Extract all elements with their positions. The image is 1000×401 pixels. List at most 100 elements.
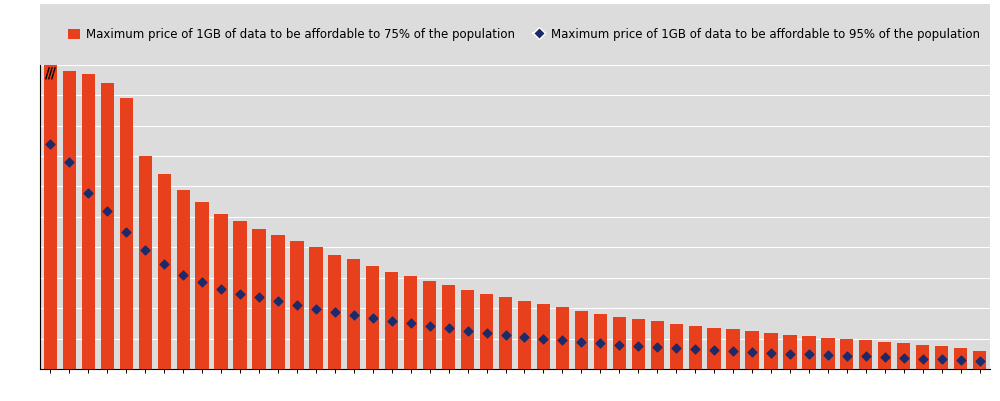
Bar: [195, 202, 209, 369]
Bar: [726, 329, 740, 369]
Bar: [783, 334, 797, 369]
Point: [592, 340, 608, 346]
Point: [763, 350, 779, 356]
Point: [61, 159, 77, 165]
Bar: [404, 276, 417, 369]
Point: [403, 320, 419, 326]
Point: [839, 352, 855, 359]
Bar: [101, 83, 114, 369]
Point: [611, 341, 627, 348]
Point: [156, 261, 172, 267]
Bar: [214, 214, 228, 369]
Point: [251, 294, 267, 301]
Point: [535, 335, 551, 342]
Point: [782, 350, 798, 357]
Point: [554, 337, 570, 343]
Bar: [594, 314, 607, 369]
Bar: [385, 271, 398, 369]
Bar: [177, 190, 190, 369]
Bar: [764, 333, 778, 369]
Bar: [290, 241, 304, 369]
Point: [820, 352, 836, 358]
Bar: [651, 322, 664, 369]
Point: [80, 189, 96, 196]
Bar: [878, 342, 891, 369]
Bar: [139, 156, 152, 369]
Point: [346, 312, 362, 318]
Point: [953, 357, 969, 363]
Bar: [575, 310, 588, 369]
Bar: [954, 348, 967, 369]
Bar: [537, 304, 550, 369]
Bar: [821, 338, 835, 369]
Point: [327, 309, 343, 315]
Bar: [897, 343, 910, 369]
Point: [668, 345, 684, 351]
Point: [384, 318, 400, 324]
Bar: [802, 336, 816, 369]
Point: [934, 356, 950, 363]
Point: [270, 298, 286, 305]
Bar: [82, 74, 95, 369]
Bar: [328, 255, 341, 369]
Legend: Maximum price of 1GB of data to be affordable to 75% of the population, Maximum : Maximum price of 1GB of data to be affor…: [65, 24, 983, 45]
Point: [479, 330, 495, 336]
Point: [498, 332, 514, 338]
Bar: [461, 290, 474, 369]
Point: [422, 322, 438, 329]
Bar: [935, 346, 948, 369]
Bar: [973, 350, 986, 369]
Bar: [859, 340, 872, 369]
Point: [706, 347, 722, 353]
Point: [649, 344, 665, 350]
Point: [42, 141, 58, 147]
Bar: [44, 65, 57, 369]
Point: [858, 353, 874, 360]
Point: [516, 334, 532, 340]
Bar: [840, 339, 853, 369]
Point: [118, 229, 134, 235]
Bar: [347, 259, 360, 369]
Bar: [916, 345, 929, 369]
Bar: [499, 297, 512, 369]
Bar: [271, 235, 285, 369]
Point: [99, 208, 115, 214]
Point: [232, 290, 248, 297]
Bar: [366, 265, 379, 369]
Point: [630, 342, 646, 349]
Bar: [233, 221, 247, 369]
Bar: [252, 229, 266, 369]
Bar: [120, 98, 133, 369]
Bar: [670, 324, 683, 369]
Point: [972, 358, 988, 365]
Point: [441, 325, 457, 331]
Bar: [480, 294, 493, 369]
Point: [213, 286, 229, 292]
Point: [460, 327, 476, 334]
Bar: [632, 319, 645, 369]
Point: [194, 279, 210, 286]
Point: [725, 348, 741, 354]
Point: [801, 351, 817, 358]
Bar: [63, 71, 76, 369]
Bar: [745, 331, 759, 369]
Point: [896, 355, 912, 361]
Point: [573, 338, 589, 345]
Point: [744, 349, 760, 355]
Bar: [689, 326, 702, 369]
Bar: [707, 328, 721, 369]
Bar: [158, 174, 171, 369]
Point: [915, 355, 931, 362]
Bar: [556, 308, 569, 369]
Point: [877, 354, 893, 360]
Point: [687, 346, 703, 352]
Point: [308, 306, 324, 312]
Point: [175, 271, 191, 278]
Point: [289, 302, 305, 308]
Bar: [518, 301, 531, 369]
Bar: [442, 285, 455, 369]
Bar: [613, 317, 626, 369]
Point: [365, 315, 381, 321]
Bar: [309, 247, 323, 369]
Bar: [423, 281, 436, 369]
